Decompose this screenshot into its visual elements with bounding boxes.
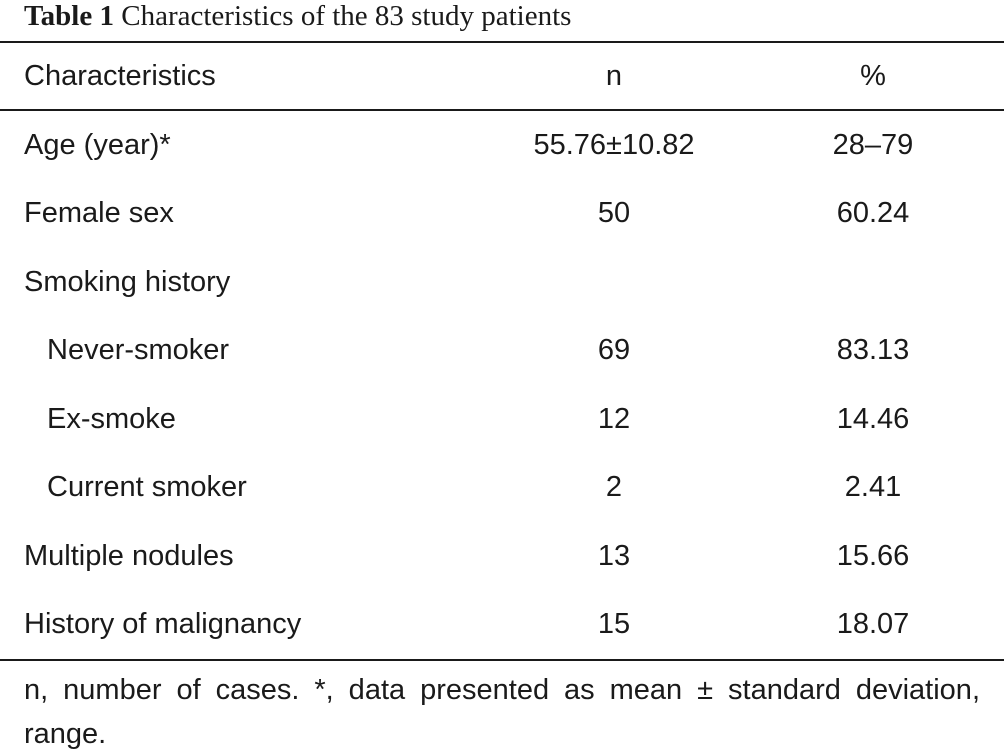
row-percent: 83.13 <box>836 334 910 367</box>
table-header: Characteristics n % <box>0 43 1004 109</box>
row-n: 55.76±10.82 <box>533 128 695 161</box>
row-percent: 28–79 <box>832 128 914 161</box>
row-percent: 14.46 <box>836 402 910 435</box>
table-row: History of malignancy 15 18.07 <box>0 591 1004 660</box>
row-label: Female sex <box>24 197 174 230</box>
row-n <box>454 248 774 317</box>
header-percent: % <box>860 59 886 92</box>
table-row: Smoking history <box>0 248 1004 317</box>
row-label: History of malignancy <box>24 608 302 641</box>
table-header-rule <box>0 109 1004 111</box>
table-caption-label: Table 1 <box>24 0 114 32</box>
row-label: Smoking history <box>24 265 231 298</box>
header-n: n <box>605 59 623 92</box>
table-caption: Table 1 Characteristics of the 83 study … <box>24 0 571 36</box>
row-percent: 2.41 <box>844 471 902 504</box>
header-characteristics: Characteristics <box>24 59 216 92</box>
table-row: Female sex 50 60.24 <box>0 180 1004 249</box>
table-row: Ex-smoke 12 14.46 <box>0 385 1004 454</box>
row-percent: 18.07 <box>836 608 910 641</box>
row-label: Multiple nodules <box>24 539 234 572</box>
row-percent: 15.66 <box>836 539 910 572</box>
table-body: Age (year)* 55.76±10.82 28–79 Female sex… <box>0 111 1004 659</box>
table-top-rule <box>0 41 1004 43</box>
row-n: 50 <box>597 197 631 230</box>
row-n: 12 <box>597 402 631 435</box>
row-n: 15 <box>597 608 631 641</box>
table-row: Never-smoker 69 83.13 <box>0 317 1004 386</box>
table-row: Current smoker 2 2.41 <box>0 454 1004 523</box>
table-bottom-rule <box>0 659 1004 661</box>
row-label: Current smoker <box>47 471 247 504</box>
row-label: Ex-smoke <box>47 402 176 435</box>
table-header-row: Characteristics n % <box>0 43 1004 109</box>
row-n: 2 <box>605 471 623 504</box>
table-row: Age (year)* 55.76±10.82 28–79 <box>0 111 1004 180</box>
table-footnote: n, number of cases. *, data presented as… <box>24 674 980 750</box>
row-n: 69 <box>597 334 631 367</box>
table-row: Multiple nodules 13 15.66 <box>0 522 1004 591</box>
row-label: Age (year)* <box>24 128 171 161</box>
row-percent <box>744 248 1002 317</box>
table-caption-text: Characteristics of the 83 study patients <box>121 0 572 32</box>
row-n: 13 <box>597 539 631 572</box>
row-percent: 60.24 <box>836 197 910 230</box>
row-label: Never-smoker <box>47 334 230 367</box>
